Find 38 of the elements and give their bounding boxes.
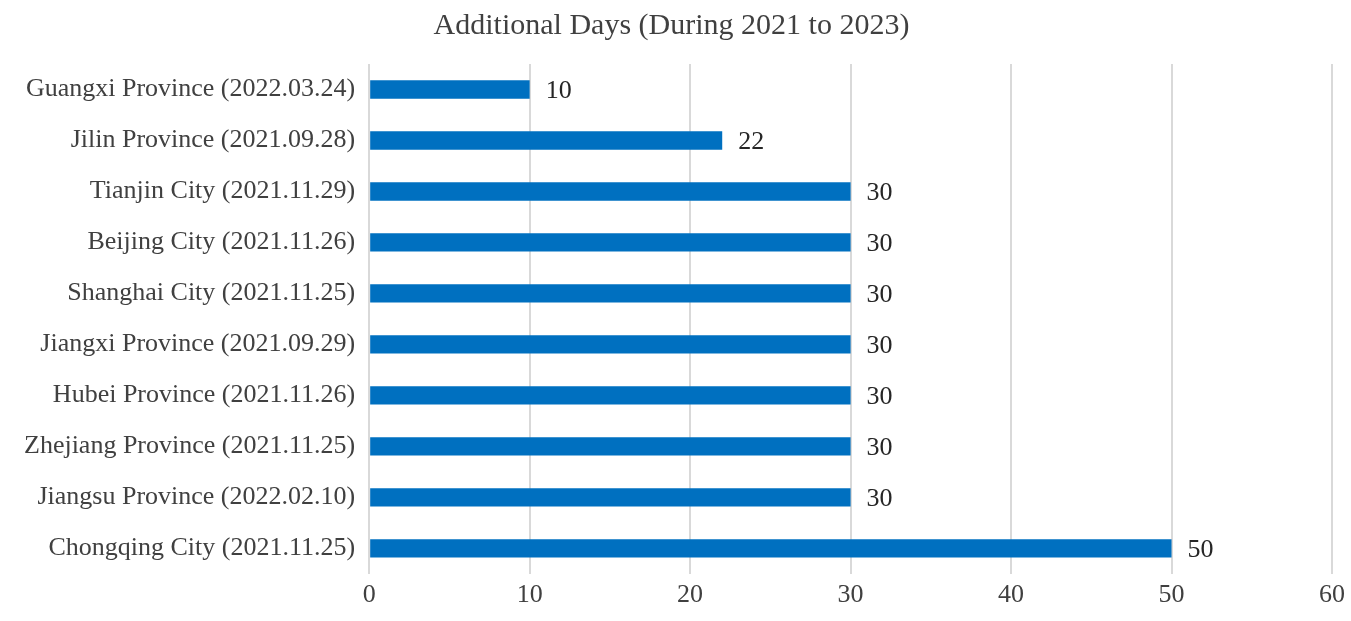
data-label: 30: [866, 432, 893, 462]
x-tick-label: 40: [998, 579, 1025, 609]
data-label: 10: [545, 75, 572, 105]
data-label: 22: [738, 126, 765, 156]
y-tick-label: Tianjin City (2021.11.29): [89, 175, 356, 205]
y-tick-label: Guangxi Province (2022.03.24): [25, 73, 356, 103]
bar: [370, 386, 851, 405]
bar: [370, 80, 530, 99]
x-tick-label: 50: [1158, 579, 1185, 609]
data-label: 30: [866, 279, 893, 309]
data-label: 30: [866, 177, 893, 207]
bar: [370, 182, 851, 201]
bar: [370, 437, 851, 456]
chart-title: Additional Days (During 2021 to 2023): [433, 6, 910, 41]
y-tick-label: Shanghai City (2021.11.25): [67, 277, 356, 307]
y-tick-label: Hubei Province (2021.11.26): [52, 379, 356, 409]
data-label: 30: [866, 228, 893, 258]
y-tick-label: Zhejiang Province (2021.11.25): [24, 430, 356, 460]
x-tick-label: 30: [837, 579, 864, 609]
data-label: 50: [1187, 534, 1214, 564]
bar: [370, 131, 723, 150]
x-tick-label: 60: [1319, 579, 1345, 609]
y-tick-label: Jiangsu Province (2022.02.10): [37, 481, 356, 511]
bar: [370, 335, 851, 354]
y-tick-label: Jiangxi Province (2021.09.29): [40, 328, 356, 358]
bar: [370, 233, 851, 252]
y-tick-label: Chongqing City (2021.11.25): [48, 532, 356, 562]
bar: [370, 284, 851, 303]
x-tick-label: 10: [516, 579, 543, 609]
data-label: 30: [866, 381, 893, 411]
bar: [370, 539, 1172, 558]
data-label: 30: [866, 483, 893, 513]
y-tick-label: Beijing City (2021.11.26): [87, 226, 356, 256]
y-tick-label: Jilin Province (2021.09.28): [70, 124, 356, 154]
data-label: 30: [866, 330, 893, 360]
x-tick-label: 20: [677, 579, 704, 609]
bar: [370, 488, 851, 507]
x-tick-label: 0: [362, 579, 376, 609]
